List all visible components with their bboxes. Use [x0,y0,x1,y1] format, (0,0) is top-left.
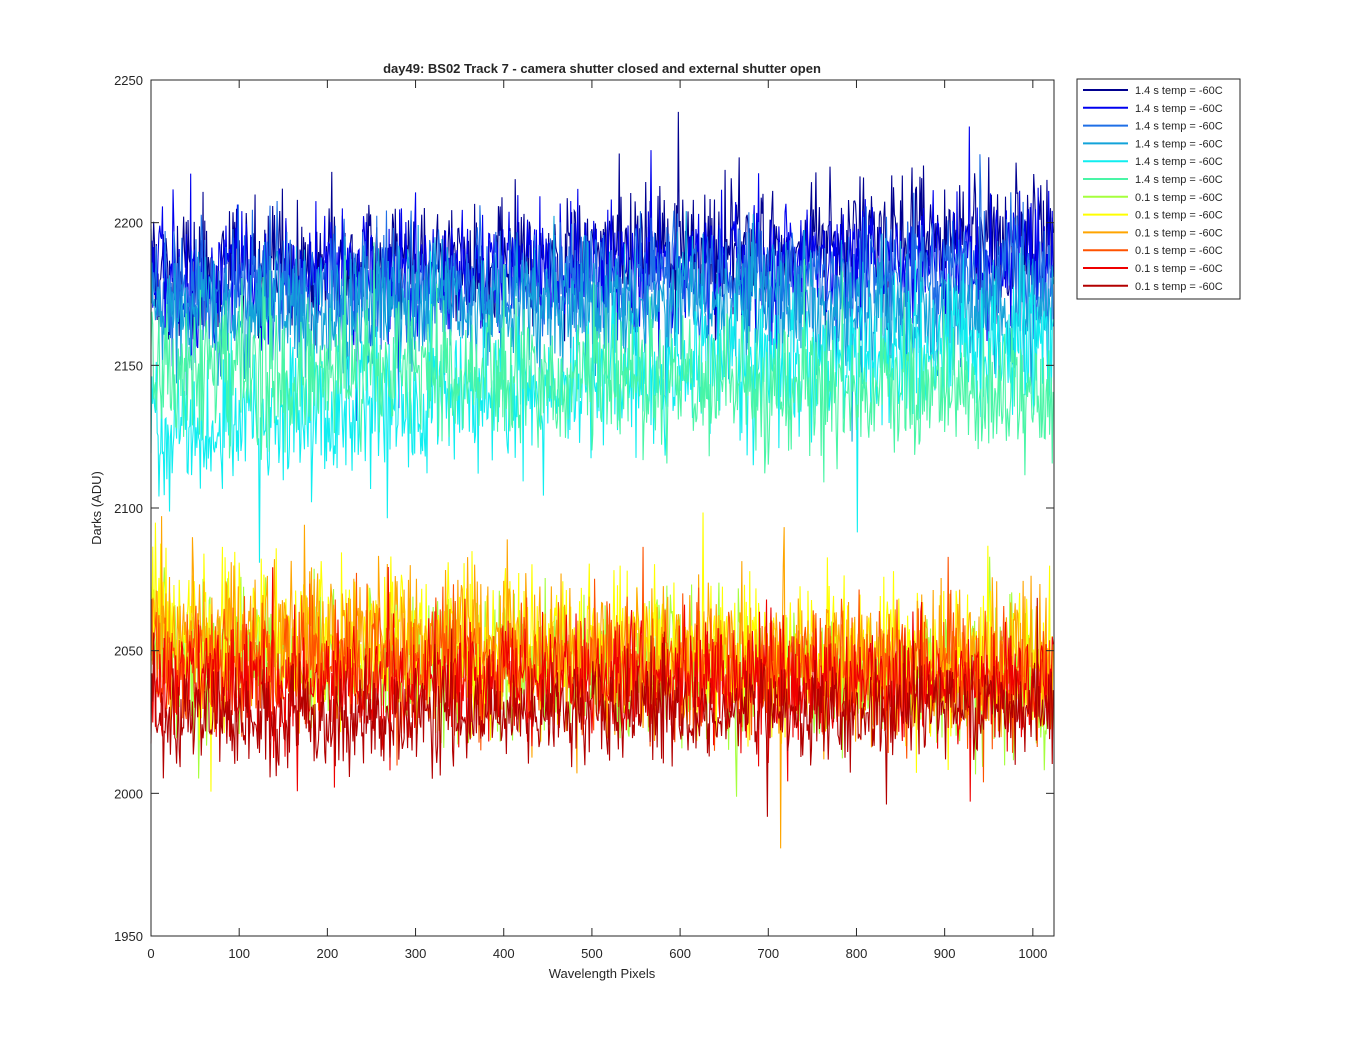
legend: 1.4 s temp = -60C 1.4 s temp = -60C 1.4 s … [1076,78,1241,300]
legend-label: 0.1 s temp = -60C [1135,281,1223,293]
x-axis: 0 100 200 300 400 500 600 700 800 900 1000 [147,80,1047,961]
legend-label: 1.4 s temp = -60C [1135,174,1223,186]
legend-label: 1.4 s temp = -60C [1135,156,1223,168]
legend-items: 1.4 s temp = -60C 1.4 s temp = -60C 1.4 s … [1083,85,1223,293]
x-tick-label: 400 [493,946,515,961]
x-tick-label: 0 [147,946,154,961]
x-tick-label: 300 [405,946,427,961]
x-tick-label: 700 [757,946,779,961]
legend-label: 1.4 s temp = -60C [1135,103,1223,115]
series-layer [150,111,1054,849]
series-line-5 [150,251,1054,563]
series-line-6 [150,242,1054,483]
legend-label: 0.1 s temp = -60C [1135,245,1223,257]
x-tick-label: 500 [581,946,603,961]
legend-label: 1.4 s temp = -60C [1135,138,1223,150]
x-axis-label: Wavelength Pixels [549,966,656,981]
x-tick-label: 200 [317,946,339,961]
y-axis-label: Darks (ADU) [89,471,104,545]
y-tick-label: 1950 [114,929,143,944]
chart-title: day49: BS02 Track 7 - camera shutter clo… [383,61,821,76]
x-tick-label: 1000 [1018,946,1047,961]
legend-label: 1.4 s temp = -60C [1135,121,1223,133]
legend-label: 0.1 s temp = -60C [1135,227,1223,239]
series-line-12 [150,597,1054,817]
plot-area [150,79,1055,937]
legend-label: 0.1 s temp = -60C [1135,192,1223,204]
y-tick-label: 2250 [114,73,143,88]
x-tick-label: 600 [669,946,691,961]
y-tick-label: 2100 [114,501,143,516]
y-tick-label: 2050 [114,644,143,659]
plot-background [151,80,1054,936]
y-tick-label: 2200 [114,216,143,231]
x-tick-label: 800 [846,946,868,961]
legend-label: 1.4 s temp = -60C [1135,85,1223,97]
legend-box [1076,78,1241,300]
x-tick-label: 900 [934,946,956,961]
y-axis: 1950 2000 2050 2100 2150 2200 2250 [114,73,1054,944]
x-tick-label: 100 [228,946,250,961]
y-tick-label: 2150 [114,358,143,373]
legend-label: 0.1 s temp = -60C [1135,263,1223,275]
legend-label: 0.1 s temp = -60C [1135,210,1223,222]
y-tick-label: 2000 [114,786,143,801]
